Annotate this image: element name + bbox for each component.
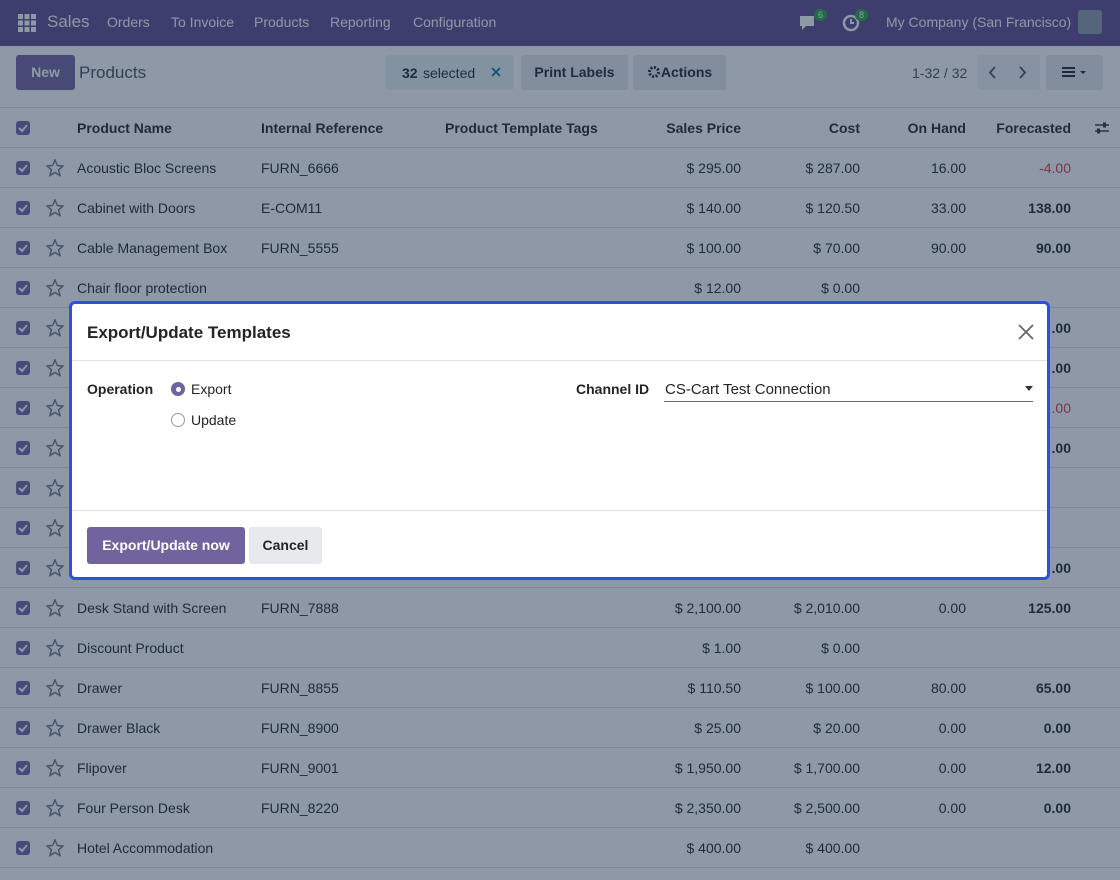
dialog-title: Export/Update Templates <box>87 323 291 342</box>
radio[interactable] <box>171 413 185 427</box>
close-button[interactable] <box>1018 324 1034 340</box>
channel-label: Channel ID <box>576 381 650 397</box>
channel-underline <box>664 401 1033 402</box>
radio-label[interactable]: Export <box>191 381 232 397</box>
close-x <box>1018 324 1034 340</box>
radio-dot <box>175 386 181 392</box>
footer-divider <box>72 510 1047 511</box>
select-caret <box>1025 386 1033 391</box>
caret <box>1025 386 1033 391</box>
radio[interactable] <box>171 382 185 396</box>
cancel-button[interactable]: Cancel <box>249 527 322 564</box>
header-divider <box>72 360 1047 361</box>
radio-label[interactable]: Update <box>191 412 237 428</box>
channel-value[interactable]: CS-Cart Test Connection <box>665 381 831 398</box>
operation-label: Operation <box>87 381 154 397</box>
primary-button[interactable]: Export/Update now <box>87 527 245 564</box>
dialog: Export/Update Templates Operation Export… <box>69 301 1050 580</box>
